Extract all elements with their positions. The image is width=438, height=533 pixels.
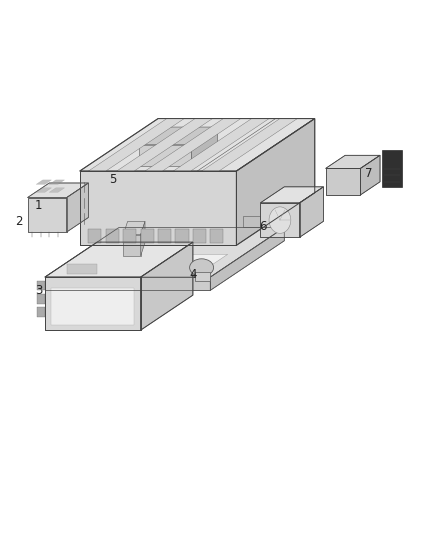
Text: 1: 1 bbox=[35, 199, 42, 212]
Polygon shape bbox=[325, 155, 380, 168]
Polygon shape bbox=[88, 229, 102, 243]
Polygon shape bbox=[28, 183, 88, 198]
Polygon shape bbox=[243, 216, 260, 227]
Polygon shape bbox=[36, 180, 51, 184]
Polygon shape bbox=[260, 187, 323, 203]
Polygon shape bbox=[80, 171, 237, 245]
Polygon shape bbox=[49, 188, 64, 192]
Polygon shape bbox=[176, 229, 188, 243]
Polygon shape bbox=[237, 118, 315, 245]
Polygon shape bbox=[260, 203, 300, 237]
Polygon shape bbox=[191, 127, 218, 166]
Polygon shape bbox=[37, 308, 45, 317]
Circle shape bbox=[269, 207, 291, 233]
Polygon shape bbox=[139, 144, 191, 166]
Text: 7: 7 bbox=[365, 167, 373, 180]
Polygon shape bbox=[49, 180, 64, 184]
Polygon shape bbox=[173, 118, 269, 171]
Polygon shape bbox=[195, 272, 210, 281]
Polygon shape bbox=[67, 183, 88, 232]
Polygon shape bbox=[45, 228, 284, 277]
Polygon shape bbox=[117, 118, 212, 171]
Polygon shape bbox=[80, 118, 315, 171]
Text: 3: 3 bbox=[35, 284, 42, 297]
Polygon shape bbox=[37, 294, 45, 304]
Polygon shape bbox=[210, 229, 223, 243]
Text: 4: 4 bbox=[189, 268, 197, 281]
Polygon shape bbox=[28, 198, 67, 232]
Polygon shape bbox=[158, 254, 228, 272]
Polygon shape bbox=[45, 277, 210, 290]
Polygon shape bbox=[300, 187, 323, 237]
Polygon shape bbox=[201, 118, 297, 171]
Polygon shape bbox=[36, 188, 51, 192]
Polygon shape bbox=[62, 254, 132, 272]
Polygon shape bbox=[37, 281, 45, 290]
Polygon shape bbox=[88, 118, 184, 171]
Polygon shape bbox=[210, 228, 284, 290]
Polygon shape bbox=[45, 277, 141, 330]
Polygon shape bbox=[145, 118, 241, 171]
Polygon shape bbox=[382, 150, 402, 187]
Text: 6: 6 bbox=[259, 220, 266, 233]
Text: 5: 5 bbox=[109, 173, 116, 185]
Polygon shape bbox=[141, 242, 193, 330]
Ellipse shape bbox=[190, 259, 214, 276]
Polygon shape bbox=[106, 229, 119, 243]
Text: 2: 2 bbox=[15, 215, 22, 228]
Polygon shape bbox=[123, 221, 145, 235]
Polygon shape bbox=[360, 155, 380, 195]
Polygon shape bbox=[141, 229, 154, 243]
Polygon shape bbox=[45, 242, 193, 277]
Polygon shape bbox=[67, 264, 97, 274]
Polygon shape bbox=[115, 254, 176, 272]
Polygon shape bbox=[193, 229, 206, 243]
Polygon shape bbox=[139, 127, 218, 144]
Polygon shape bbox=[123, 229, 136, 243]
Polygon shape bbox=[51, 288, 134, 325]
Polygon shape bbox=[123, 235, 141, 256]
Polygon shape bbox=[158, 229, 171, 243]
Polygon shape bbox=[141, 221, 145, 256]
Polygon shape bbox=[325, 168, 360, 195]
